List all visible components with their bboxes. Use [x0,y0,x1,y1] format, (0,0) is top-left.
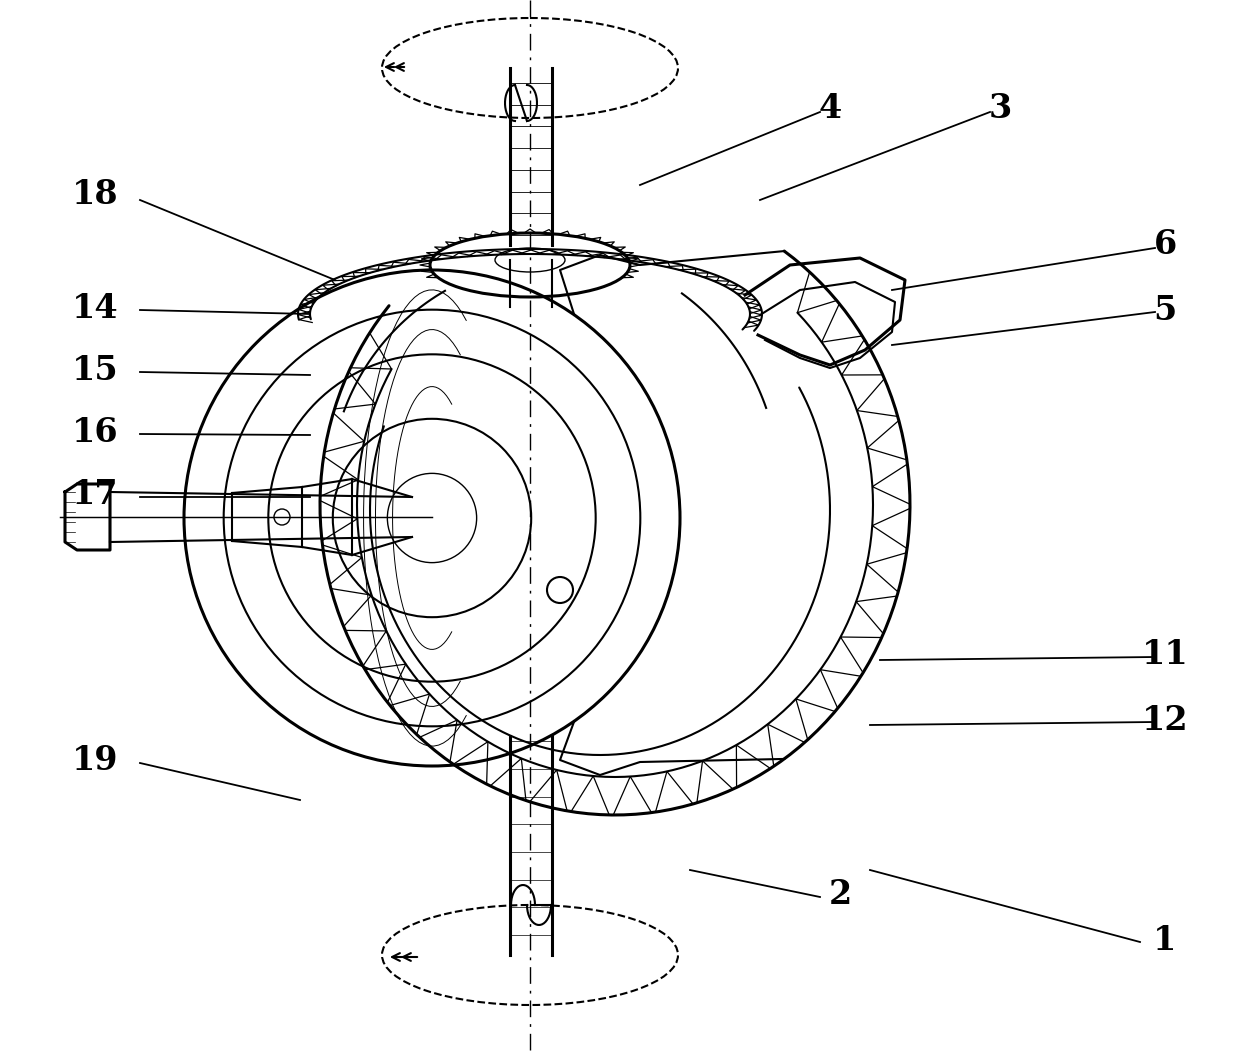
Text: 19: 19 [72,744,118,776]
Text: 14: 14 [72,291,118,325]
Text: 6: 6 [1153,229,1177,262]
Text: 18: 18 [72,178,118,211]
Text: 1: 1 [1153,923,1177,957]
Text: 3: 3 [988,92,1012,124]
Text: 11: 11 [1142,638,1188,671]
Text: 12: 12 [1142,704,1188,736]
Text: 17: 17 [72,479,118,512]
Text: 16: 16 [72,416,118,448]
Text: 4: 4 [818,92,842,124]
Text: 2: 2 [828,879,852,912]
Text: 5: 5 [1153,293,1177,326]
Text: 15: 15 [72,353,118,386]
